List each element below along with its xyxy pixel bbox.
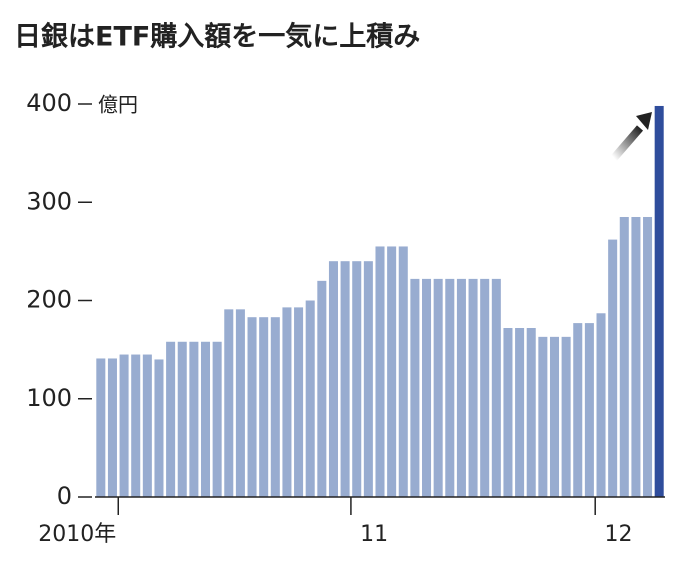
bar (631, 216, 641, 498)
bar (282, 307, 292, 497)
bar (584, 323, 594, 497)
bar (410, 278, 420, 497)
bar (294, 307, 304, 497)
bar (189, 341, 199, 497)
bar (643, 216, 653, 498)
bar (456, 278, 466, 497)
y-tick-label: 400 (26, 89, 72, 117)
bar (166, 341, 176, 497)
y-tick-label: 100 (26, 384, 72, 412)
bar (177, 341, 187, 497)
x-tick-label: 12 (604, 522, 632, 547)
bar (608, 239, 618, 497)
y-tick-label: 200 (26, 286, 72, 314)
bar (619, 216, 629, 498)
bar (305, 300, 315, 497)
bar (270, 317, 280, 497)
bar (224, 309, 234, 497)
bar (375, 246, 385, 497)
x-tick-label: 2010年 (38, 522, 116, 547)
chart-title: 日銀はETF購入額を一気に上積み (14, 21, 420, 53)
bar (422, 278, 432, 497)
bar (654, 105, 664, 497)
bar (154, 359, 164, 497)
bar (503, 328, 513, 497)
bar (352, 261, 362, 497)
arrow (610, 112, 652, 161)
bar (480, 278, 490, 497)
bar (445, 278, 455, 497)
bar (515, 328, 525, 497)
bar (398, 246, 408, 497)
bar (526, 328, 536, 497)
y-unit: 億円 (98, 93, 138, 117)
bar (549, 336, 560, 497)
bar (468, 278, 478, 497)
bar (538, 336, 548, 497)
bar (491, 278, 501, 497)
bar (96, 358, 106, 497)
y-tick-label: 0 (57, 482, 72, 510)
bar (340, 261, 350, 497)
x-tick-label: 11 (360, 522, 388, 547)
bar (596, 313, 606, 497)
y-tick-label: 300 (26, 187, 72, 215)
bar (107, 358, 117, 497)
bar (259, 317, 269, 497)
bar (131, 354, 141, 497)
bar (433, 278, 443, 497)
bar (235, 309, 245, 497)
bar (573, 323, 583, 497)
bar (119, 354, 129, 497)
bar (200, 341, 211, 497)
bar (212, 341, 222, 497)
bar (317, 280, 327, 497)
bar (328, 261, 338, 497)
bar (363, 261, 373, 497)
bar (247, 317, 257, 497)
bar (387, 246, 397, 497)
bar (561, 336, 571, 497)
bar (142, 354, 152, 497)
